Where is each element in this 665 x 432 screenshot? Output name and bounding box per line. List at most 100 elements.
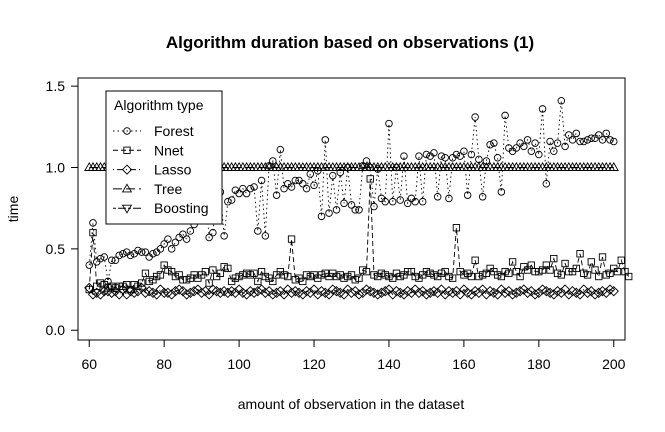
data-point-nnet [340,274,348,282]
data-point-forest [381,197,389,206]
data-point-forest [276,145,285,154]
data-point-nnet [377,269,386,277]
data-point-lasso [159,287,170,298]
data-point-nnet [430,271,438,279]
data-point-forest [471,113,479,121]
legend-entry-boosting: Boosting [113,200,208,216]
data-point-forest [366,163,374,172]
data-point-forest [149,250,157,258]
data-point-forest [497,188,506,196]
data-point-nnet [179,276,187,284]
data-point-lasso [305,287,316,298]
data-point-forest [587,134,596,142]
data-point-forest [385,119,393,128]
legend-marker [121,164,133,175]
data-point-nnet [535,268,543,276]
data-point-lasso [286,287,297,298]
data-point-forest [205,233,213,242]
series-lasso [84,282,619,300]
data-point-nnet [119,282,127,290]
data-point-forest [437,152,446,160]
data-point-lasso [402,286,413,297]
data-point-nnet [302,271,311,279]
x-tick-label: 140 [377,356,401,372]
data-point-forest [538,105,547,113]
data-point-forest [403,199,412,208]
data-point-nnet [516,272,524,281]
data-point-forest [167,245,176,253]
data-point-forest [209,228,217,237]
data-point-forest [478,193,487,201]
data-point-nnet [138,279,146,287]
data-point-nnet [96,279,105,287]
data-point-nnet [426,269,434,277]
data-point-forest [242,189,251,198]
data-point-lasso [593,287,604,298]
data-point-lasso [421,289,432,300]
series-layer [84,97,633,300]
data-point-lasso [353,289,365,300]
data-point-nnet [280,271,288,279]
data-point-lasso [522,287,533,298]
data-point-nnet [598,253,607,261]
data-point-nnet [220,263,228,271]
data-point-nnet [160,261,168,269]
data-point-nnet [269,277,277,286]
data-point-nnet [471,256,479,264]
data-point-nnet [538,266,547,274]
data-point-nnet [389,274,397,282]
data-point-nnet [561,259,569,268]
x-tick-label: 100 [227,356,251,372]
data-point-forest [460,147,468,155]
legend-entry-nnet: Nnet [113,142,184,158]
data-point-nnet [108,282,116,290]
data-point-lasso [129,287,140,298]
legend-entries: Forest Nnet Lasso Tree Boosting [113,123,208,216]
data-point-forest [220,232,228,240]
data-point-nnet [550,254,558,263]
legend-marker [123,146,131,154]
data-point-nnet [512,268,520,276]
data-point-forest [321,136,330,144]
data-point-forest [344,163,352,172]
data-point-nnet [602,271,610,279]
data-point-forest [134,246,142,255]
data-point-nnet [145,277,153,286]
data-point-nnet [572,264,580,273]
data-point-forest [396,196,404,204]
x-tick-label: 120 [302,356,326,372]
data-point-nnet [171,272,180,281]
legend-title: Algorithm type [114,97,204,113]
x-tick-label: 80 [156,356,172,372]
data-point-lasso [481,289,492,300]
data-point-lasso [376,287,387,298]
data-point-nnet [242,269,251,277]
data-point-lasso [447,287,458,298]
data-point-nnet [168,268,176,276]
data-point-forest [314,167,322,175]
data-point-nnet [370,271,378,279]
data-point-lasso [241,289,252,300]
data-point-nnet [531,268,539,276]
data-point-nnet [583,271,592,279]
data-point-forest [351,206,359,214]
data-point-forest [452,150,461,159]
legend-marker [121,183,133,193]
data-point-forest [373,165,382,173]
legend-label: Lasso [154,162,192,178]
data-point-forest [606,136,614,144]
data-point-forest [182,235,191,243]
data-point-nnet [617,256,625,264]
data-point-nnet [441,268,449,276]
x-tick-label: 160 [452,356,476,372]
data-point-nnet [164,266,172,274]
data-point-lasso [582,287,593,298]
data-point-nnet [183,276,191,284]
data-point-nnet [287,235,296,243]
data-point-nnet [478,271,487,279]
data-point-forest [392,163,401,172]
data-point-lasso [413,287,425,298]
data-point-forest [433,193,442,201]
data-point-nnet [493,271,502,279]
